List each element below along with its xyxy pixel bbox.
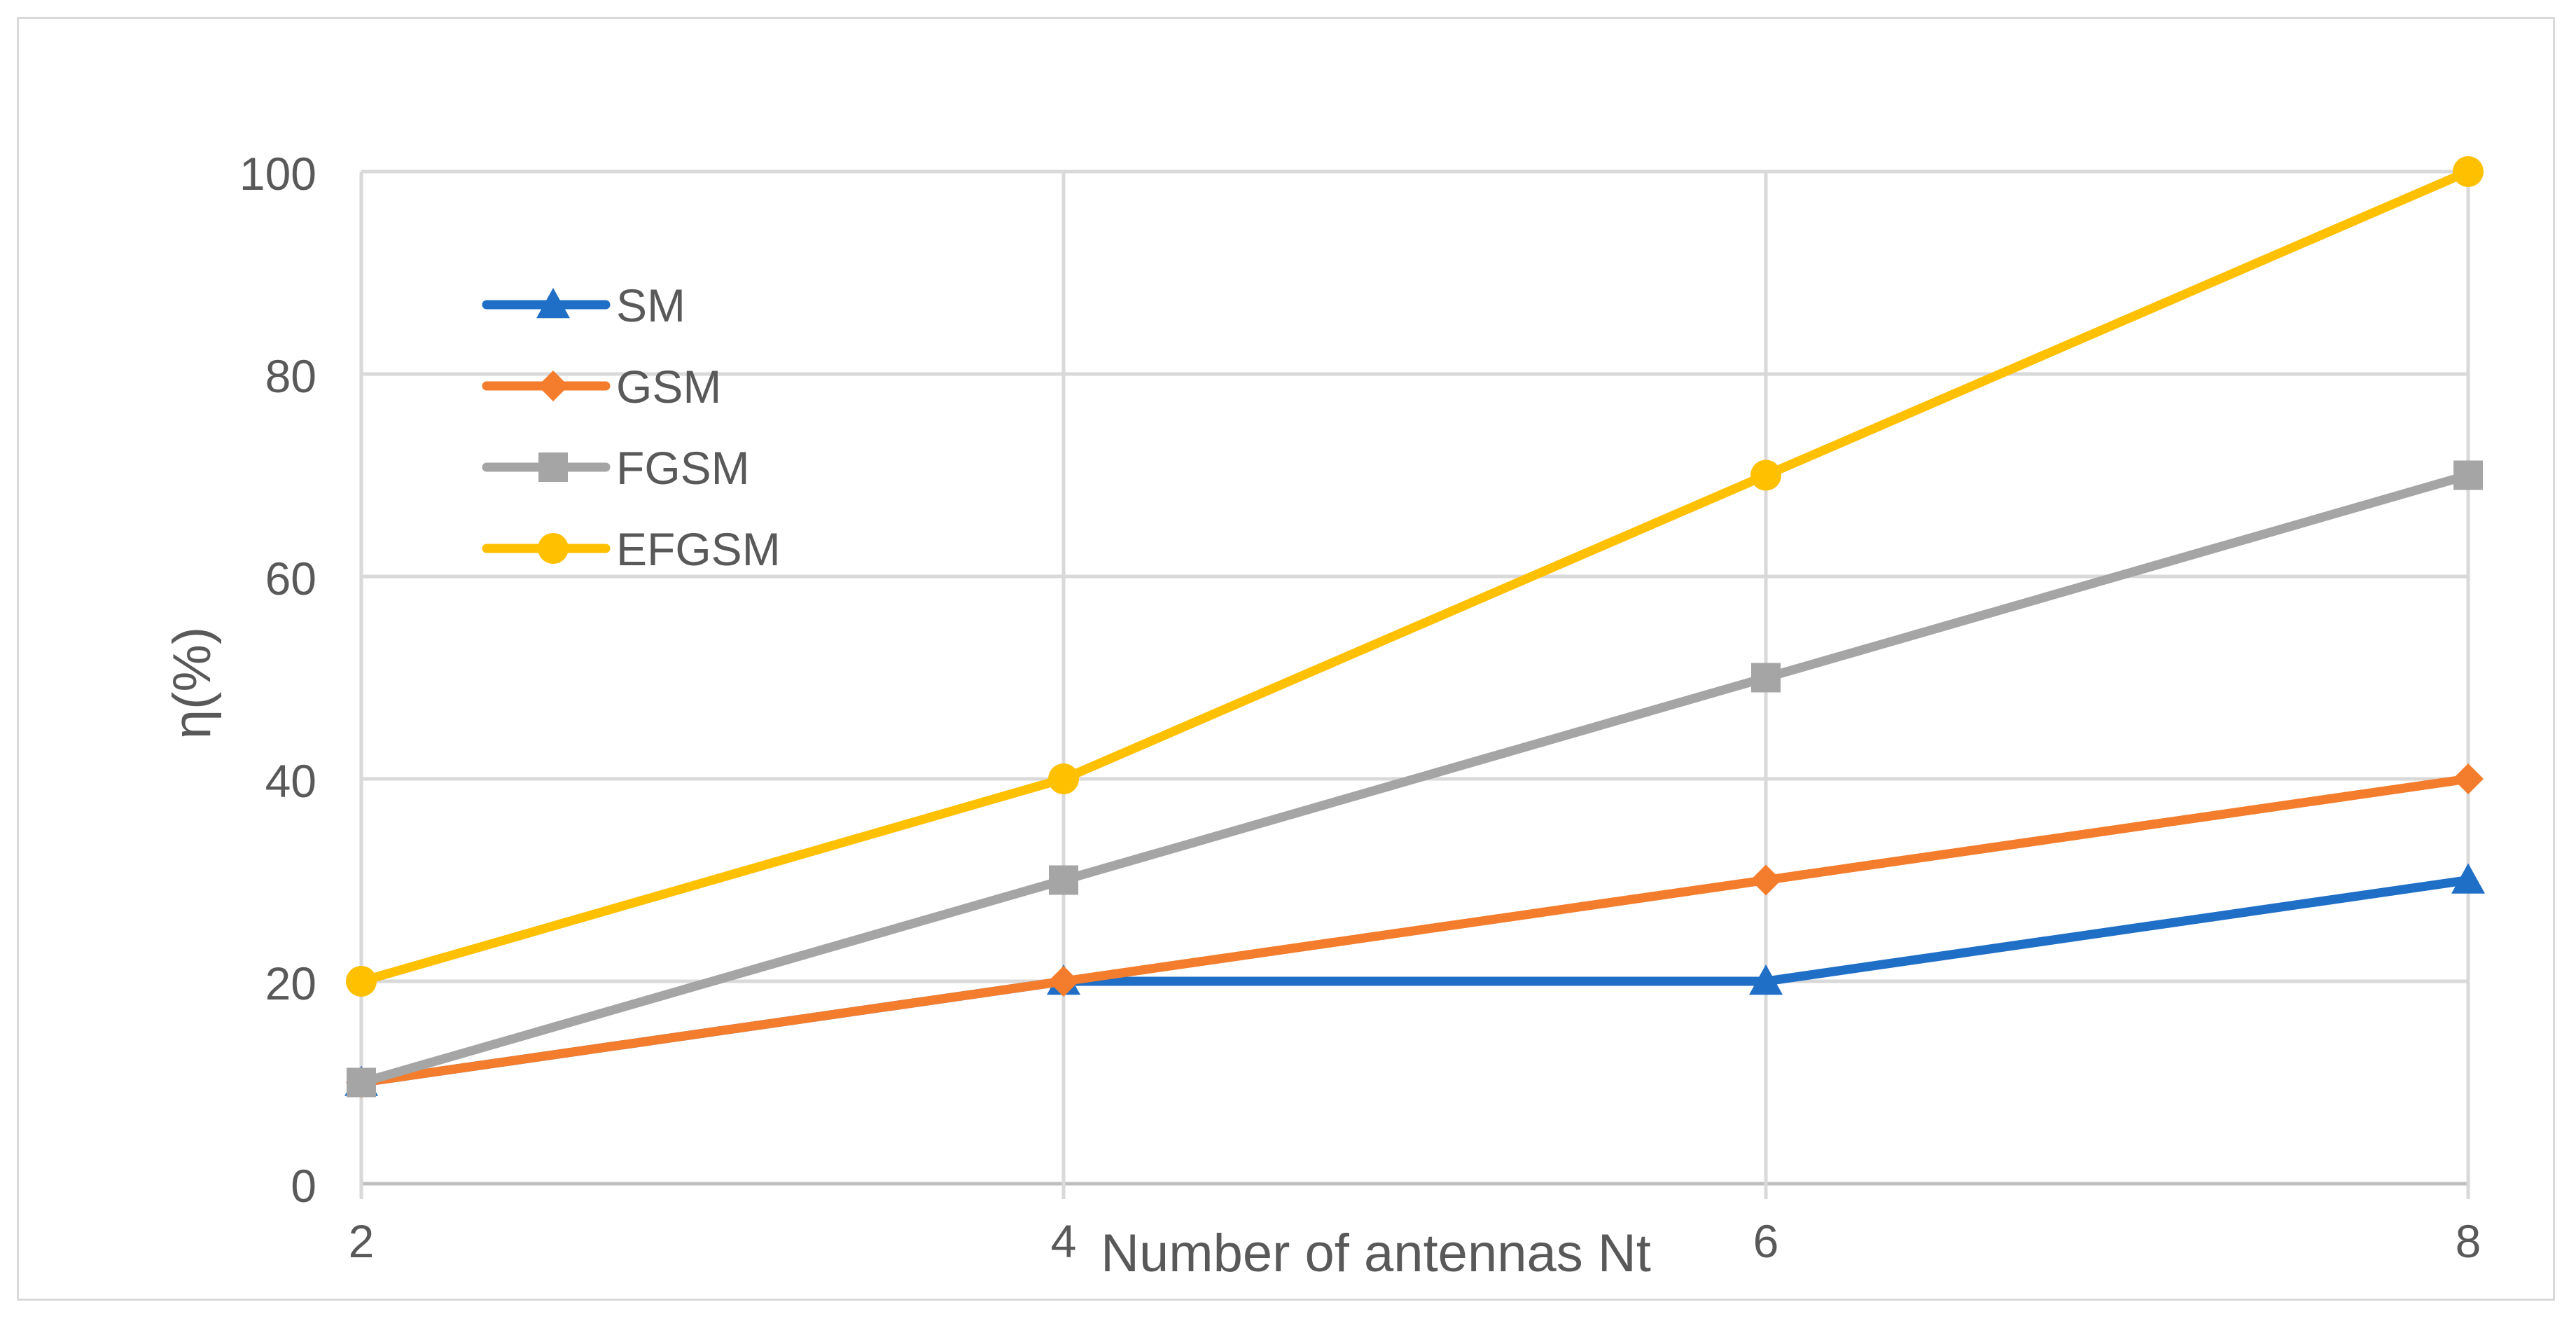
legend-item: FGSM: [482, 442, 750, 494]
data-point: [346, 966, 377, 997]
data-point: [1048, 763, 1079, 794]
legend-label: FGSM: [616, 442, 750, 494]
legend-marker: [538, 452, 568, 482]
legend-label: SM: [616, 279, 685, 331]
legend-marker: [538, 533, 569, 564]
chart-frame: [17, 17, 2555, 1301]
series-line: [356, 471, 2473, 1087]
data-point: [1751, 663, 1781, 693]
data-point: [1749, 964, 1783, 995]
data-point: [2453, 156, 2484, 187]
x-axis-title: Number of antennas Nt: [1101, 1224, 1651, 1283]
series-efgsm: [346, 156, 2484, 997]
data-point: [1048, 966, 1079, 997]
x-tick-label: 4: [1051, 1215, 1077, 1267]
series-gsm: [346, 763, 2484, 1098]
x-tick-label: 6: [1753, 1215, 1779, 1267]
y-tick-label: 20: [265, 957, 316, 1009]
series-line: [356, 774, 2473, 1087]
legend: SM GSM FGSM EFGSM: [482, 279, 781, 575]
y-tick-label: 60: [265, 553, 316, 604]
data-point: [1750, 864, 1781, 896]
legend-item: SM: [482, 279, 685, 331]
y-axis-title: η(%): [162, 627, 222, 739]
y-tick-label: 0: [291, 1160, 316, 1212]
legend-item: GSM: [482, 361, 721, 413]
y-tick-label: 100: [239, 148, 316, 200]
data-point: [2451, 863, 2485, 894]
x-tick-label: 8: [2456, 1215, 2481, 1267]
legend-item: EFGSM: [482, 523, 781, 575]
data-point: [2453, 460, 2483, 490]
series-layer: [344, 156, 2485, 1098]
x-tick-label: 2: [349, 1215, 375, 1267]
data-point: [2453, 763, 2484, 794]
legend-marker: [536, 288, 570, 319]
series-fgsm: [347, 460, 2483, 1098]
y-tick-label: 40: [265, 755, 316, 807]
legend-label: EFGSM: [616, 523, 781, 575]
data-point: [347, 1067, 376, 1098]
legend-label: GSM: [616, 361, 721, 413]
series-line: [356, 167, 2473, 986]
y-tick-label: 80: [265, 350, 316, 402]
axis-labels: Number of antennas Nt η(%): [162, 627, 1651, 1283]
data-point: [1750, 459, 1781, 491]
legend-marker: [538, 371, 569, 401]
data-point: [1049, 865, 1078, 895]
